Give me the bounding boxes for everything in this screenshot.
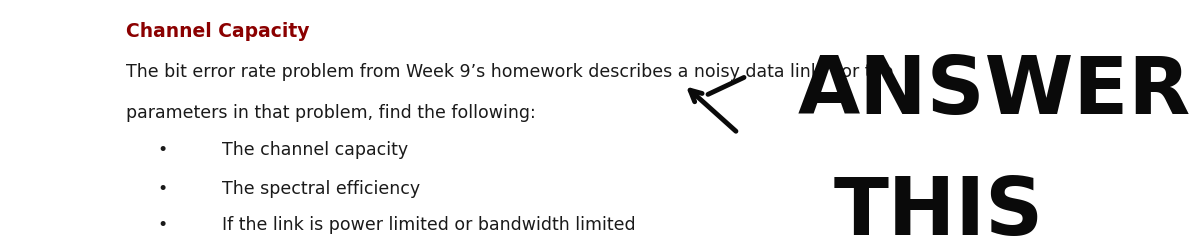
Text: The bit error rate problem from Week 9’s homework describes a noisy data link. F: The bit error rate problem from Week 9’s…: [126, 63, 893, 81]
Text: •: •: [157, 216, 167, 234]
Text: ANSWER: ANSWER: [798, 53, 1192, 131]
Text: parameters in that problem, find the following:: parameters in that problem, find the fol…: [126, 104, 535, 122]
Text: •: •: [157, 141, 167, 159]
Text: Channel Capacity: Channel Capacity: [126, 22, 310, 41]
Text: •: •: [157, 180, 167, 198]
Text: The channel capacity: The channel capacity: [222, 141, 408, 159]
Text: If the link is power limited or bandwidth limited: If the link is power limited or bandwidt…: [222, 216, 636, 234]
Text: THIS: THIS: [834, 174, 1044, 242]
Text: The spectral efficiency: The spectral efficiency: [222, 180, 420, 198]
